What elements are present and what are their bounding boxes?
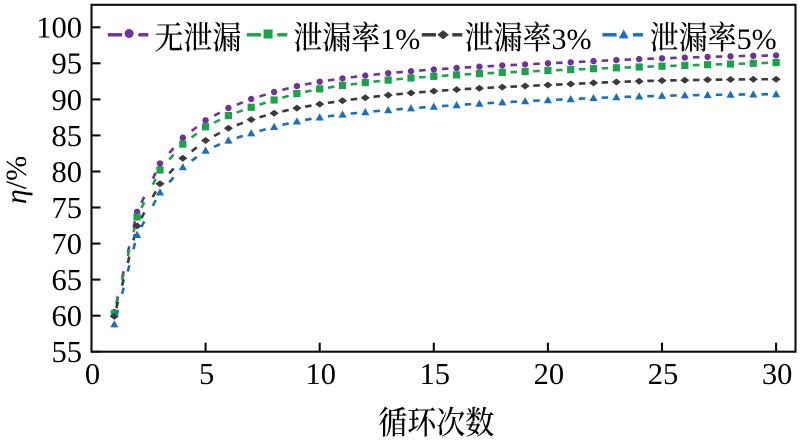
svg-text:25: 25 xyxy=(648,357,679,391)
svg-text:90: 90 xyxy=(52,83,83,117)
svg-text:100: 100 xyxy=(36,11,82,45)
svg-text:60: 60 xyxy=(52,299,83,333)
svg-text:30: 30 xyxy=(762,357,793,391)
svg-text:80: 80 xyxy=(52,155,83,189)
svg-text:1%: 1% xyxy=(380,23,420,56)
svg-text:5: 5 xyxy=(199,357,214,391)
svg-text:5%: 5% xyxy=(737,23,777,56)
svg-text:0: 0 xyxy=(85,357,100,391)
svg-text:70: 70 xyxy=(52,227,83,261)
svg-text:3%: 3% xyxy=(552,23,592,56)
svg-text:75: 75 xyxy=(52,191,83,225)
svg-text:65: 65 xyxy=(52,263,83,297)
svg-text:20: 20 xyxy=(534,357,565,391)
svg-text:55: 55 xyxy=(52,335,83,369)
svg-text:85: 85 xyxy=(52,119,83,153)
svg-text:η/%: η/% xyxy=(0,156,33,204)
svg-text:10: 10 xyxy=(305,357,336,391)
svg-text:95: 95 xyxy=(52,47,83,81)
svg-text:15: 15 xyxy=(420,357,451,391)
